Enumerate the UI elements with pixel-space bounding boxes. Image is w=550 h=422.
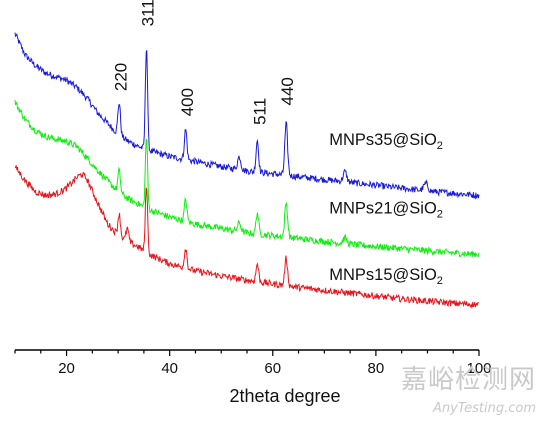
series-label: MNPs35@SiO2: [329, 131, 443, 152]
x-tick-label: 20: [58, 360, 75, 377]
peak-label: 400: [178, 88, 197, 116]
peak-label: 440: [278, 77, 297, 105]
x-tick-label: 100: [466, 360, 491, 377]
x-tick-label: 80: [368, 360, 385, 377]
series-line-3: [14, 165, 480, 310]
series-label: MNPs15@SiO2: [329, 266, 443, 287]
series-label: MNPs21@SiO2: [329, 199, 443, 220]
x-tick-label: 40: [161, 360, 178, 377]
watermark-en: AnyTesting.com: [432, 401, 536, 416]
peak-label: 311: [139, 0, 158, 26]
x-tick-label: 60: [264, 360, 281, 377]
peak-label: 220: [112, 63, 131, 91]
series-layer: [14, 32, 480, 310]
series-line-2: [14, 100, 480, 258]
series-line-1: [14, 32, 480, 200]
watermark-cn: 嘉峪检测网: [400, 365, 536, 395]
x-axis-label: 2theta degree: [229, 386, 340, 406]
x-axis: 20 40 60 80 100: [14, 349, 492, 377]
annotation-layer: 220 311 400 511 440 MNPs35@SiO2 MNPs21@SiO2 MNP…: [112, 0, 443, 287]
peak-label: 511: [250, 98, 269, 125]
